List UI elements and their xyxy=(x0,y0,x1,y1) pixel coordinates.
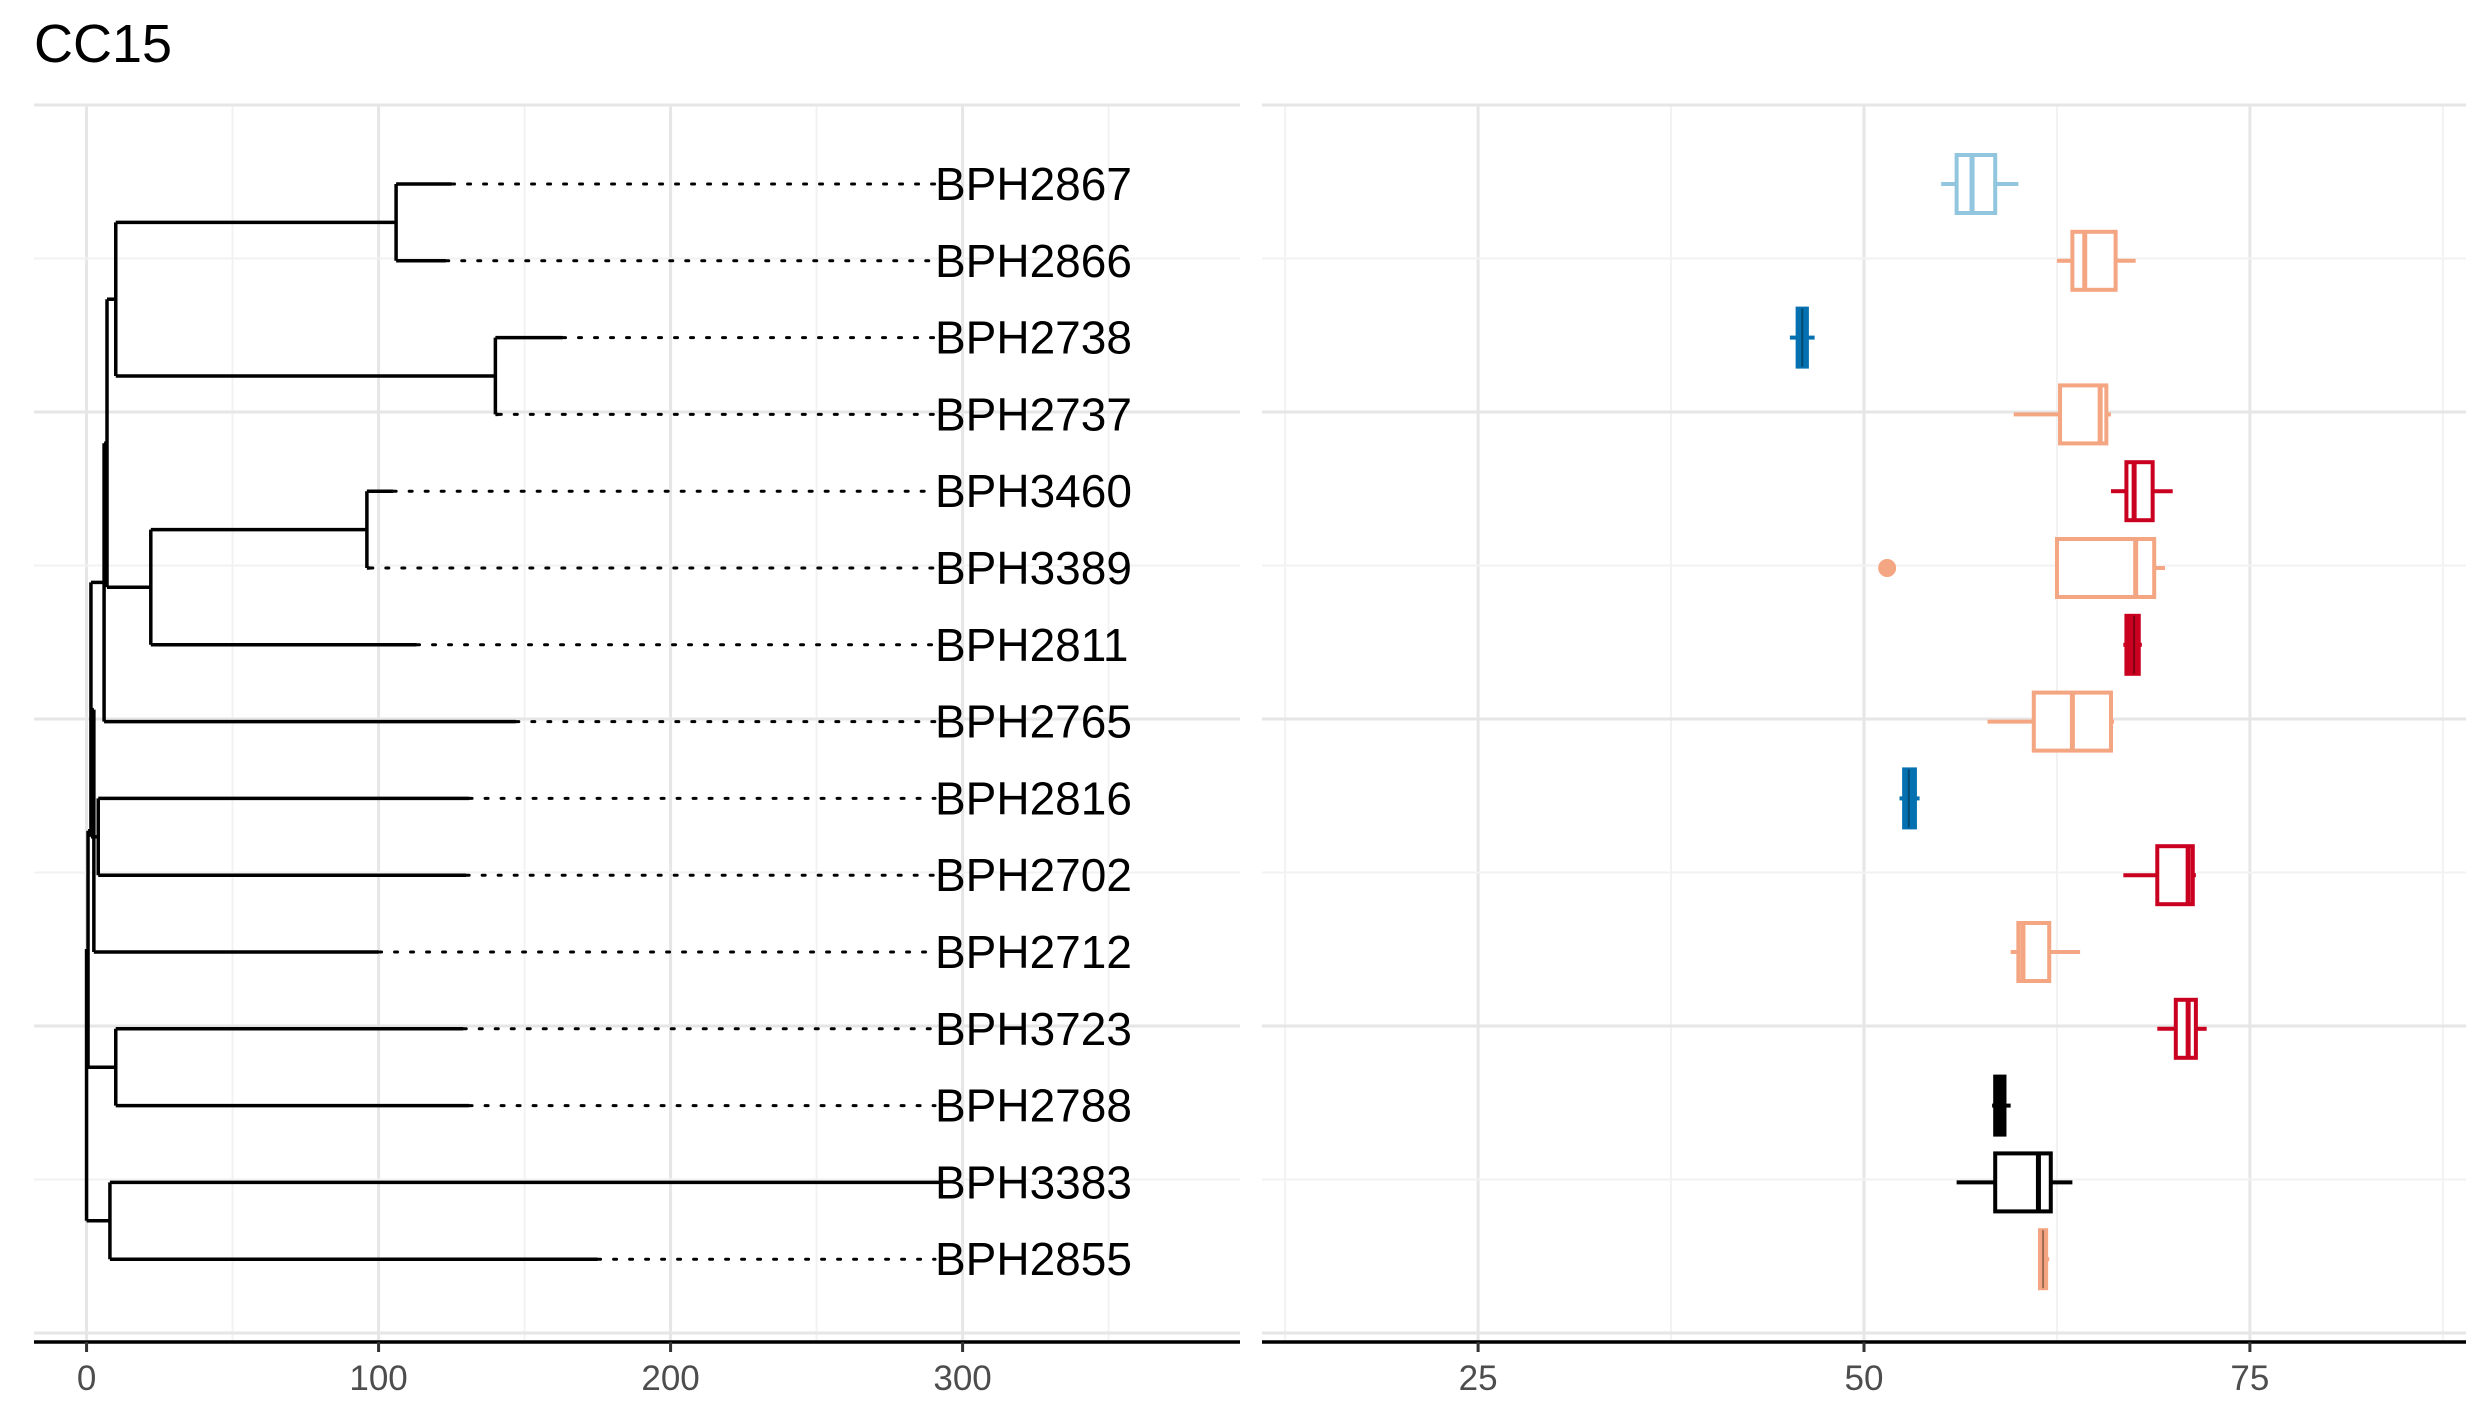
box-x-tick-label: 25 xyxy=(1459,1359,1498,1398)
tip-label: BPH2867 xyxy=(935,158,1132,210)
tree-x-tick-label: 100 xyxy=(349,1359,407,1398)
tip-label: BPH3383 xyxy=(935,1156,1132,1208)
boxplot-box xyxy=(1899,767,1920,830)
boxplot-box xyxy=(1992,1074,2011,1137)
tip-label: BPH3389 xyxy=(935,542,1132,594)
box-iqr xyxy=(1795,306,1809,369)
box-iqr xyxy=(1902,767,1917,830)
boxplot-box xyxy=(2013,383,2111,446)
box-iqr xyxy=(2070,229,2118,292)
tip-label: BPH2855 xyxy=(935,1233,1132,1285)
box-iqr xyxy=(2124,460,2155,523)
tip-label: BPH2738 xyxy=(935,312,1132,364)
box-x-tick-label: 50 xyxy=(1845,1359,1884,1398)
chart-title: CC15 xyxy=(34,14,172,74)
boxplot-box xyxy=(2037,1228,2050,1291)
boxplot-box xyxy=(1956,1151,2073,1214)
tip-label: BPH2816 xyxy=(935,772,1132,824)
tip-label: BPH2811 xyxy=(935,619,1129,671)
tip-label: BPH3723 xyxy=(935,1003,1132,1055)
boxplot-box xyxy=(2056,229,2136,292)
boxplot-box xyxy=(1878,537,2165,599)
boxplot-box xyxy=(2110,460,2173,523)
boxplot-box xyxy=(2157,997,2207,1060)
box-iqr xyxy=(1993,1074,2007,1137)
tree-panel: BPH2867 BPH2866 BPH2738 BPH2737 BPH3460 BPH33… xyxy=(34,103,1240,1398)
tip-label: BPH2765 xyxy=(935,696,1132,748)
box-iqr xyxy=(2124,613,2141,676)
tree-x-tick-label: 300 xyxy=(933,1359,991,1398)
tip-label: BPH2712 xyxy=(935,926,1132,978)
box-iqr xyxy=(1954,153,1998,215)
tip-label: BPH2737 xyxy=(935,388,1132,440)
box-outlier xyxy=(1878,559,1897,577)
tree-x-tick-label: 0 xyxy=(77,1359,96,1398)
boxplot-box xyxy=(1789,306,1815,369)
boxplot-box xyxy=(1941,153,2019,215)
boxplot-panel: 25 50 75 xyxy=(1262,103,2466,1398)
box-iqr xyxy=(2037,1228,2049,1291)
boxplot-box xyxy=(1987,690,2115,753)
box-iqr xyxy=(2054,537,2157,599)
tree-x-tick-label: 200 xyxy=(641,1359,699,1398)
boxplot-box xyxy=(2010,921,2081,983)
tip-label: BPH3460 xyxy=(935,465,1132,517)
tip-label: BPH2866 xyxy=(935,235,1132,287)
boxplot-box xyxy=(2123,844,2196,907)
box-x-tick-label: 75 xyxy=(2230,1359,2269,1398)
tip-label: BPH2702 xyxy=(935,849,1132,901)
tip-label: BPH2788 xyxy=(935,1080,1132,1132)
box-iqr xyxy=(1993,1151,2053,1214)
boxplot-box xyxy=(2123,613,2142,676)
